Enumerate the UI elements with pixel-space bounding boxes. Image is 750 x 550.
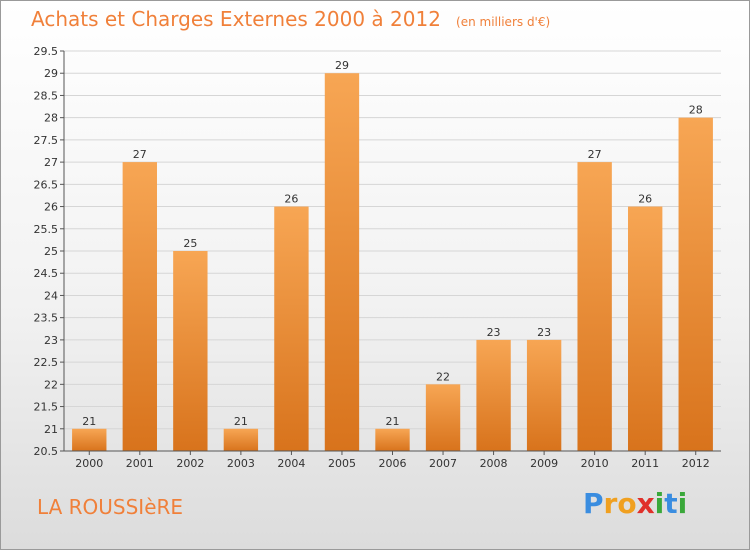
y-tick-label: 28 bbox=[44, 112, 58, 125]
chart-subtitle: (en milliers d'€) bbox=[456, 15, 551, 29]
bar-2006 bbox=[375, 428, 410, 451]
y-tick-label: 22.5 bbox=[34, 356, 59, 369]
y-tick-label: 23 bbox=[44, 334, 58, 347]
data-label-2003: 21 bbox=[234, 415, 248, 428]
y-tick-label: 20.5 bbox=[34, 445, 59, 458]
data-label-2008: 23 bbox=[487, 326, 501, 339]
y-tick-label: 24.5 bbox=[34, 267, 59, 280]
title-block: Achats et Charges Externes 2000 à 2012 (… bbox=[31, 7, 550, 31]
x-tick-label-2006: 2006 bbox=[379, 457, 407, 470]
data-label-2006: 21 bbox=[386, 415, 400, 428]
bar-2009 bbox=[526, 339, 562, 451]
y-tick-label: 27.5 bbox=[34, 134, 59, 147]
x-tick-label-2001: 2001 bbox=[126, 457, 154, 470]
x-tick-label-2010: 2010 bbox=[581, 457, 609, 470]
bar-2012 bbox=[678, 117, 713, 452]
y-tick-label: 24 bbox=[44, 289, 58, 302]
x-tick-label-2004: 2004 bbox=[277, 457, 305, 470]
y-tick-label: 25 bbox=[44, 245, 58, 258]
data-label-2012: 28 bbox=[689, 104, 703, 117]
data-label-2000: 21 bbox=[82, 415, 96, 428]
y-tick-label: 29 bbox=[44, 67, 58, 80]
x-tick-label-2005: 2005 bbox=[328, 457, 356, 470]
y-tick-label: 25.5 bbox=[34, 223, 59, 236]
bar-2011 bbox=[628, 206, 663, 451]
y-tick-label: 27 bbox=[44, 156, 58, 169]
logo-letter: t bbox=[664, 487, 678, 520]
x-tick-label-2012: 2012 bbox=[682, 457, 710, 470]
x-tick-label-2007: 2007 bbox=[429, 457, 457, 470]
y-tick-label: 21.5 bbox=[34, 401, 59, 414]
grid-lines bbox=[64, 50, 721, 452]
y-tick-label: 29.5 bbox=[34, 45, 59, 58]
bar-2003 bbox=[223, 428, 259, 451]
x-tick-label-2002: 2002 bbox=[176, 457, 204, 470]
x-tick-label-2008: 2008 bbox=[480, 457, 508, 470]
logo-letter: o bbox=[617, 487, 637, 520]
bar-2010 bbox=[577, 162, 612, 451]
axes: 20.5 21 21.5 22 22.5 23 23.5 24 24.5 25 25.5 26 26.5… bbox=[34, 45, 721, 470]
logo-letter: r bbox=[603, 487, 618, 520]
y-tick-label: 22 bbox=[44, 378, 58, 391]
x-tick-label-2003: 2003 bbox=[227, 457, 255, 470]
commune-name: LA ROUSSIèRE bbox=[37, 495, 184, 519]
x-tick-label-2000: 2000 bbox=[75, 457, 103, 470]
logo-letter: P bbox=[583, 487, 604, 520]
bar-2002 bbox=[173, 251, 208, 451]
x-tick-label-2011: 2011 bbox=[631, 457, 659, 470]
data-label-2005: 29 bbox=[335, 59, 349, 72]
bar-2001 bbox=[122, 162, 157, 451]
data-label-2011: 26 bbox=[638, 193, 652, 206]
data-label-2007: 22 bbox=[436, 370, 450, 383]
bar-2005 bbox=[324, 73, 360, 451]
data-label-2001: 27 bbox=[133, 148, 147, 161]
bar-2004 bbox=[274, 206, 309, 451]
y-tick-label: 23.5 bbox=[34, 312, 59, 325]
logo-letter: x bbox=[636, 487, 655, 520]
bars: 21 27 25 21 26 29 21 22 23 23 27 26 28 bbox=[72, 59, 713, 452]
data-label-2004: 26 bbox=[284, 193, 298, 206]
y-tick-label: 21 bbox=[44, 423, 58, 436]
y-tick-label: 26.5 bbox=[34, 178, 59, 191]
chart-title: Achats et Charges Externes 2000 à 2012 bbox=[31, 7, 441, 31]
logo-letter: i bbox=[654, 487, 665, 520]
data-label-2009: 23 bbox=[537, 326, 551, 339]
bar-2000 bbox=[72, 428, 107, 451]
y-tick-label: 28.5 bbox=[34, 89, 59, 102]
logo-letter: i bbox=[677, 487, 688, 520]
y-tick-label: 26 bbox=[44, 201, 58, 214]
x-tick-label-2009: 2009 bbox=[530, 457, 558, 470]
data-label-2010: 27 bbox=[588, 148, 602, 161]
data-label-2002: 25 bbox=[183, 237, 197, 250]
bar-2008 bbox=[476, 339, 511, 451]
proxiti-logo: Proxiti bbox=[583, 487, 687, 520]
bar-2007 bbox=[425, 384, 461, 451]
